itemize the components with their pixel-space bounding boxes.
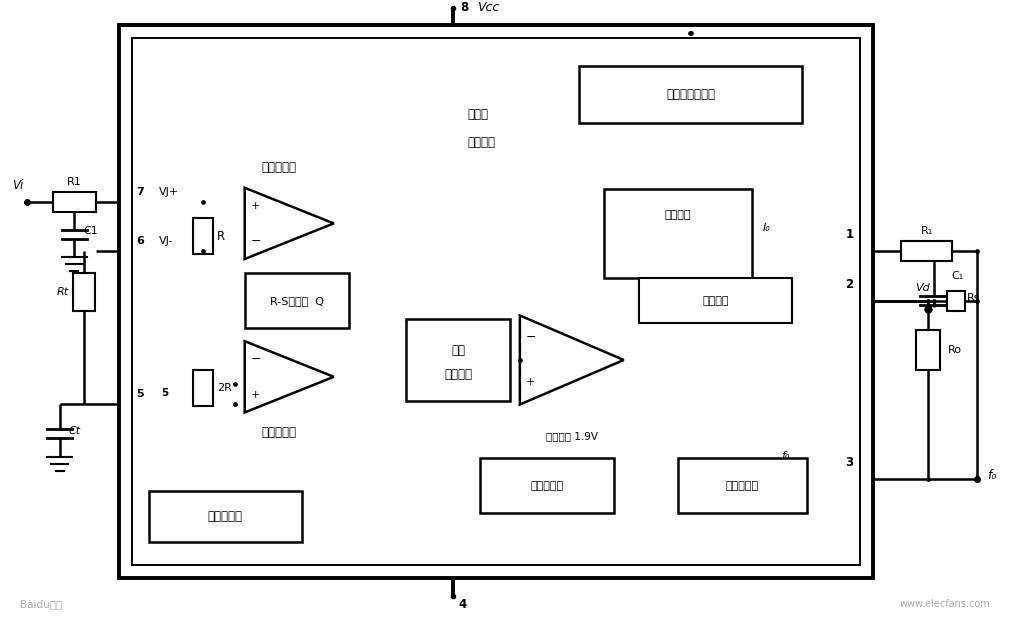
Text: Vcc: Vcc: [478, 1, 500, 14]
Text: Vd: Vd: [915, 283, 930, 293]
Bar: [916, 330, 939, 370]
Bar: [193, 218, 213, 254]
Bar: [579, 66, 802, 123]
Text: 复零晶体管: 复零晶体管: [208, 510, 242, 523]
Text: 增益调整: 增益调整: [702, 296, 728, 306]
Text: f₀: f₀: [781, 451, 789, 461]
Text: C1: C1: [84, 226, 98, 236]
Bar: [193, 370, 213, 405]
Bar: [481, 458, 614, 513]
Bar: [678, 458, 807, 513]
Text: +: +: [250, 389, 261, 400]
Text: 2R: 2R: [217, 383, 232, 392]
Bar: [132, 38, 861, 565]
Text: 7: 7: [135, 187, 143, 197]
Bar: [406, 319, 510, 401]
Bar: [74, 273, 95, 311]
Bar: [119, 25, 874, 578]
Text: 1: 1: [845, 228, 853, 241]
Text: Ct: Ct: [69, 427, 81, 436]
Text: Rs: Rs: [968, 293, 981, 303]
Text: 参考电压 1.9V: 参考电压 1.9V: [545, 432, 598, 441]
Text: 输入比较器: 输入比较器: [262, 161, 297, 174]
Text: www.elecfans.com: www.elecfans.com: [899, 600, 990, 609]
Text: 6: 6: [135, 236, 143, 246]
Bar: [604, 188, 752, 278]
Text: VJ+: VJ+: [159, 187, 179, 197]
Text: VJ-: VJ-: [159, 236, 173, 246]
Text: 5: 5: [135, 389, 143, 399]
Text: 输出驱动管: 输出驱动管: [726, 480, 760, 490]
Text: C₁: C₁: [951, 271, 964, 281]
Text: 电流开关: 电流开关: [665, 210, 692, 221]
Bar: [947, 291, 966, 311]
Text: 4: 4: [459, 598, 467, 611]
Text: I₀: I₀: [763, 223, 770, 233]
Bar: [148, 490, 302, 542]
Text: +: +: [250, 201, 261, 211]
Text: 能隙: 能隙: [451, 343, 465, 356]
Bar: [53, 192, 96, 211]
Bar: [638, 278, 792, 323]
Bar: [244, 273, 348, 328]
Text: 定时比较器: 定时比较器: [262, 427, 297, 440]
Bar: [901, 241, 952, 261]
Text: 偏置电流: 偏置电流: [468, 136, 495, 149]
Text: R1: R1: [67, 177, 82, 187]
Text: Vi: Vi: [12, 179, 23, 192]
Text: 精密电流源电路: 精密电流源电路: [666, 88, 715, 101]
Text: Rt: Rt: [57, 286, 69, 297]
Text: Baidu百度: Baidu百度: [20, 600, 63, 609]
Text: −: −: [250, 353, 261, 366]
Text: f₀: f₀: [987, 469, 997, 482]
Text: −: −: [525, 331, 536, 344]
Text: 2: 2: [845, 278, 853, 291]
Text: 输出保护管: 输出保护管: [530, 480, 564, 490]
Text: Ro: Ro: [947, 345, 962, 355]
Text: R-S触发器  Q: R-S触发器 Q: [270, 296, 323, 306]
Text: 各电路: 各电路: [468, 108, 489, 121]
Text: R₁: R₁: [920, 226, 933, 236]
Text: R: R: [217, 230, 225, 243]
Text: +: +: [526, 377, 535, 388]
Text: 5: 5: [162, 388, 169, 397]
Text: 8: 8: [461, 1, 469, 14]
Text: −: −: [250, 235, 261, 248]
Text: 基准电路: 基准电路: [444, 368, 472, 381]
Text: 3: 3: [845, 456, 853, 469]
